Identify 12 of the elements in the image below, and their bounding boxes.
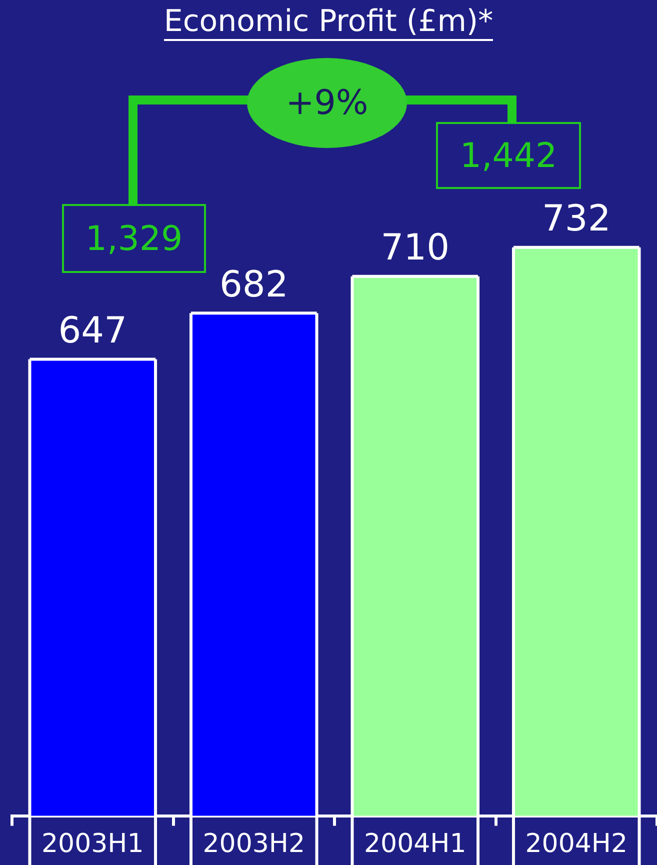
- annotation: 1,442: [458, 136, 558, 176]
- data-label: 710: [380, 228, 450, 269]
- annotation: +9%: [284, 83, 370, 123]
- annotation: 1,329: [84, 219, 184, 259]
- chart-title: Economic Profit (£m)*: [164, 4, 494, 41]
- x-tick-label: 2003H1: [41, 829, 144, 860]
- data-label: 682: [220, 264, 288, 306]
- data-label: 647: [58, 310, 127, 352]
- x-tick-label: 2003H2: [202, 829, 306, 860]
- x-tick-label: 2004H2: [525, 829, 628, 860]
- x-tick-label: 2004H1: [364, 829, 466, 860]
- data-label: 732: [542, 198, 611, 240]
